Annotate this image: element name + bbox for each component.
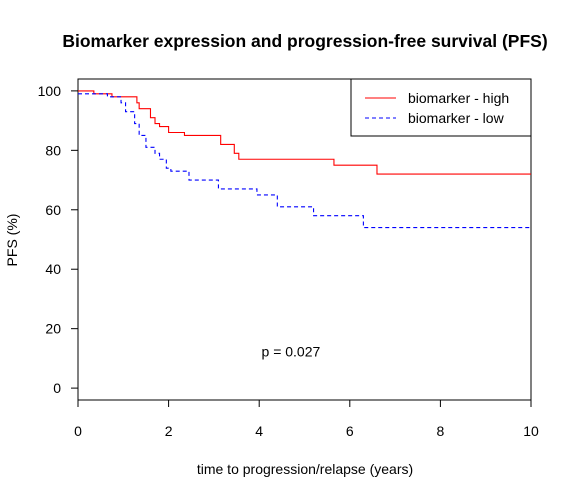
series-line-low <box>78 93 531 229</box>
legend-label-high: biomarker - high <box>408 90 509 106</box>
legend-label-low: biomarker - low <box>408 110 505 126</box>
y-tick-label: 20 <box>45 321 61 337</box>
p-value-annotation: p = 0.027 <box>262 343 321 359</box>
chart-title: Biomarker expression and progression-fre… <box>62 31 547 51</box>
legend: biomarker - high biomarker - low <box>350 78 532 137</box>
x-tick-label: 6 <box>346 423 354 439</box>
series-line-high <box>78 90 531 175</box>
y-tick-label: 40 <box>45 261 61 277</box>
x-tick-label: 8 <box>437 423 445 439</box>
x-tick-label: 10 <box>523 423 539 439</box>
x-tick-label: 4 <box>255 423 263 439</box>
x-axis-label: time to progression/relapse (years) <box>197 461 413 477</box>
y-tick-label: 100 <box>38 83 62 99</box>
series-layer <box>78 90 531 229</box>
x-tick-label: 2 <box>165 423 173 439</box>
y-axis-label: PFS (%) <box>4 214 20 267</box>
plot-frame <box>77 78 532 401</box>
x-tick-label: 0 <box>74 423 82 439</box>
y-tick-label: 80 <box>45 142 61 158</box>
y-tick-label: 60 <box>45 202 61 218</box>
legend-box <box>350 78 532 137</box>
y-tick-label: 0 <box>53 380 61 396</box>
